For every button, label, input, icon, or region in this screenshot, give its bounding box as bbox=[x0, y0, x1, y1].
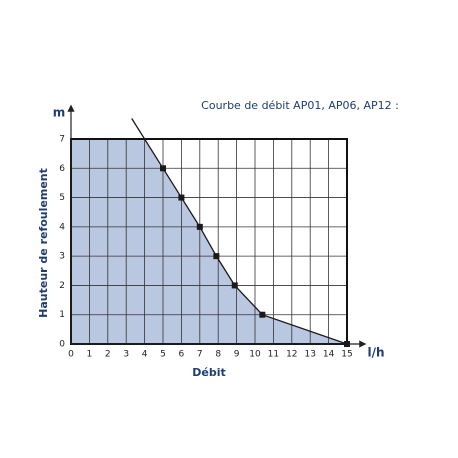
area bbox=[71, 139, 347, 344]
point bbox=[160, 165, 166, 172]
y-tick-label: 3 bbox=[59, 252, 65, 262]
point bbox=[213, 253, 220, 260]
x-tick-label: 10 bbox=[249, 350, 261, 360]
curve bbox=[131, 118, 348, 345]
x-tick-label: 6 bbox=[179, 350, 185, 360]
y-tick-label: 5 bbox=[59, 193, 65, 203]
x-unit: l/h bbox=[367, 346, 384, 360]
x-tick-label: 7 bbox=[197, 350, 203, 360]
y-tick-label: 7 bbox=[59, 135, 65, 145]
x-tick-label: 15 bbox=[341, 350, 352, 360]
x-tick-label: 2 bbox=[105, 350, 111, 360]
x-tick-label: 13 bbox=[304, 350, 315, 360]
x-tick-label: 11 bbox=[268, 350, 279, 360]
point bbox=[344, 341, 350, 347]
y-tick-label: 4 bbox=[59, 222, 65, 232]
point bbox=[196, 223, 203, 230]
x-tick-label: 12 bbox=[286, 350, 297, 360]
y-tick-label: 2 bbox=[59, 281, 65, 291]
x-tick-label: 3 bbox=[123, 350, 129, 360]
y-label: Hauteur de refoulement bbox=[37, 168, 50, 318]
x-tick-label: 0 bbox=[68, 350, 74, 360]
x-tick-label: 8 bbox=[215, 350, 221, 360]
point bbox=[231, 282, 238, 289]
x-tick-label: 14 bbox=[323, 350, 335, 360]
y-tick-label: 0 bbox=[59, 340, 65, 350]
x-tick-label: 9 bbox=[234, 350, 240, 360]
x-tick-label: 1 bbox=[87, 350, 93, 360]
y-tick-label: 6 bbox=[59, 164, 65, 174]
x-label: Débit bbox=[192, 366, 226, 379]
x-tick-label: 5 bbox=[160, 350, 166, 360]
point bbox=[178, 194, 185, 201]
y-tick-label: 1 bbox=[59, 310, 65, 320]
point bbox=[259, 311, 266, 318]
y-unit: m bbox=[53, 106, 66, 120]
x-tick-label: 4 bbox=[142, 350, 148, 360]
chart-title: Courbe de débit AP01, AP06, AP12 : bbox=[201, 99, 399, 112]
